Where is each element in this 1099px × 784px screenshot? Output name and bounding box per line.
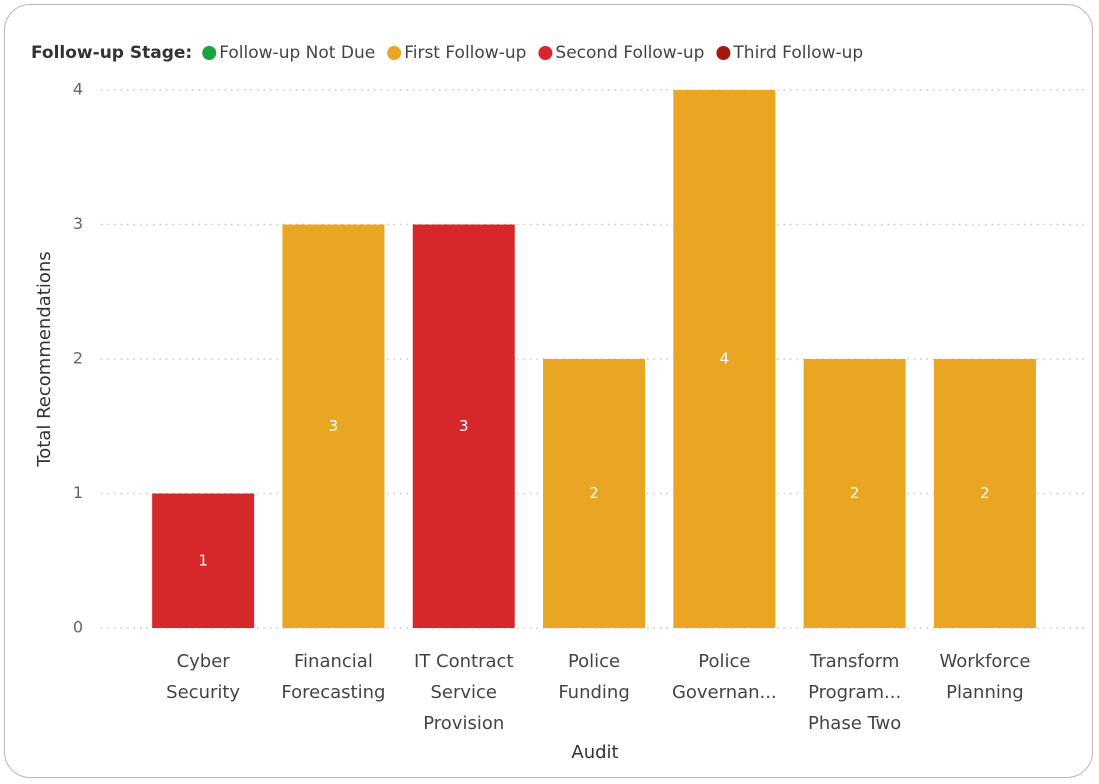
x-tick-label: Police Funding bbox=[558, 651, 630, 703]
bar-segment bbox=[282, 224, 385, 628]
bar-segment bbox=[803, 359, 906, 628]
data-label: 2 bbox=[589, 484, 599, 502]
bar-segment bbox=[933, 359, 1036, 628]
x-tick-label: Transform Program... Phase Two bbox=[808, 651, 902, 734]
x-tick-label: IT Contract Service Provision bbox=[414, 651, 514, 734]
bar-segment bbox=[673, 90, 776, 628]
legend-marker bbox=[202, 46, 217, 60]
legend-title: Follow-up Stage: bbox=[31, 43, 192, 63]
x-tick-label: Workforce Planning bbox=[939, 651, 1031, 703]
visual-frame: Follow-up Stage: Audit Total Recommendat… bbox=[4, 4, 1093, 778]
legend-label: Second Follow-up bbox=[555, 43, 704, 63]
y-tick-label: 1 bbox=[73, 483, 83, 502]
legend-marker bbox=[387, 46, 402, 60]
y-tick-label: 0 bbox=[73, 618, 83, 637]
x-tick-label: Police Governan... bbox=[671, 651, 777, 703]
data-label: 4 bbox=[720, 350, 730, 368]
chart: Follow-up Stage: Audit Total Recommendat… bbox=[31, 43, 1085, 763]
data-label: 3 bbox=[329, 417, 339, 435]
x-tick-label: Cyber Security bbox=[166, 651, 241, 703]
legend-label: First Follow-up bbox=[404, 43, 526, 63]
bar-segment bbox=[152, 493, 255, 628]
legend-label: Follow-up Not Due bbox=[219, 43, 375, 63]
y-axis-title: Total Recommendations bbox=[34, 251, 55, 467]
data-label: 1 bbox=[198, 551, 208, 569]
x-tick-label: Financial Forecasting bbox=[281, 651, 386, 703]
legend-marker bbox=[538, 46, 553, 60]
data-label: 3 bbox=[459, 417, 469, 435]
x-axis-title: Audit bbox=[571, 742, 618, 763]
bar-segment bbox=[412, 224, 515, 628]
legend-marker bbox=[716, 46, 731, 60]
y-tick-label: 4 bbox=[73, 80, 83, 99]
y-tick-label: 3 bbox=[73, 214, 83, 233]
y-tick-label: 2 bbox=[73, 349, 83, 368]
bar-segment bbox=[543, 359, 646, 628]
data-label: 2 bbox=[850, 484, 860, 502]
legend-label: Third Follow-up bbox=[732, 43, 863, 63]
data-label: 2 bbox=[980, 484, 990, 502]
